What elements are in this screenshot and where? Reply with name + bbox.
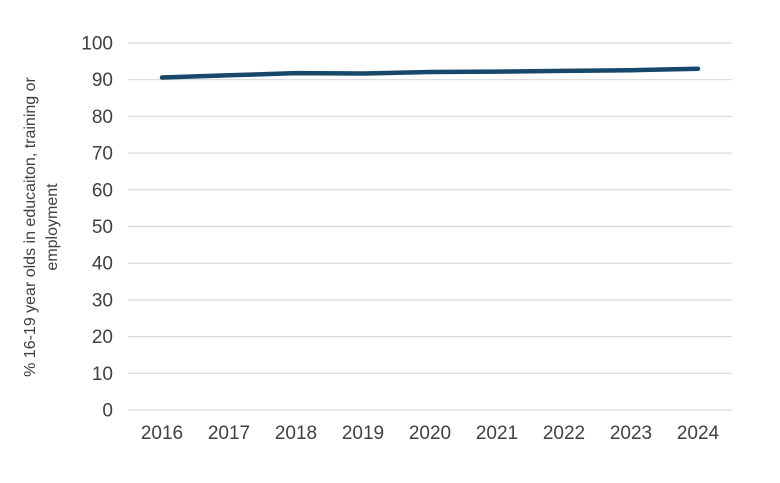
x-tick-label: 2024 (677, 423, 720, 444)
x-tick-label: 2016 (141, 423, 183, 444)
x-tick-label: 2018 (275, 423, 317, 444)
x-tick-label: 2019 (342, 423, 384, 444)
x-tick-label: 2017 (208, 423, 250, 444)
x-tick-label: 2020 (409, 423, 451, 444)
y-tick-label: 80 (92, 107, 113, 128)
y-tick-label: 70 (92, 144, 113, 165)
x-tick-label: 2022 (543, 423, 585, 444)
y-tick-label: 60 (92, 180, 113, 201)
data-series-line (159, 66, 701, 80)
y-tick-label: 90 (92, 70, 113, 91)
y-tick-label: 40 (92, 254, 113, 275)
y-tick-label: 100 (81, 34, 113, 55)
y-tick-label: 50 (92, 217, 113, 238)
y-tick-label: 10 (92, 364, 113, 385)
y-tick-label: 0 (102, 401, 113, 422)
x-tick-label: 2021 (476, 423, 518, 444)
y-tick-label: 30 (92, 290, 113, 311)
y-tick-label: 20 (92, 327, 113, 348)
y-axis-title-line1: % 16-19 year olds in educaiton, training… (22, 77, 39, 377)
x-tick-label: 2023 (610, 423, 652, 444)
y-axis-title-line2: employment (44, 183, 61, 271)
y-axis-title: % 16-19 year olds in educaiton, training… (20, 42, 66, 412)
